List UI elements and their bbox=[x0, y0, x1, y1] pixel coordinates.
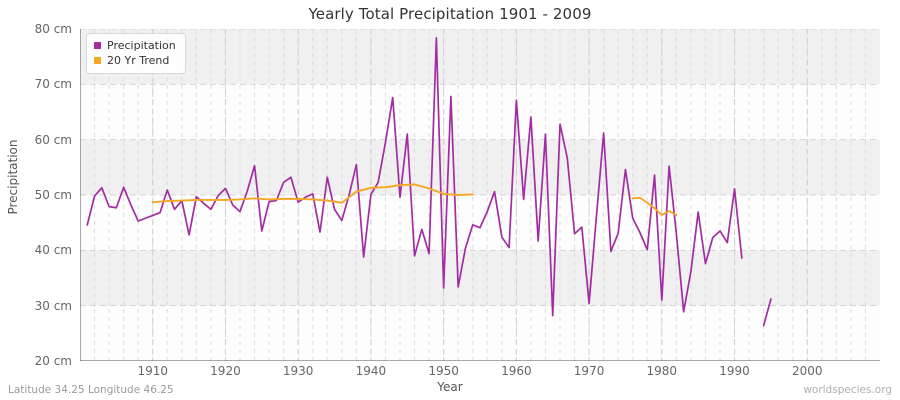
legend-item-precipitation[interactable]: Precipitation bbox=[94, 38, 176, 53]
legend-label-trend: 20 Yr Trend bbox=[107, 53, 170, 67]
y-tick-label: 20 cm bbox=[34, 354, 72, 368]
x-tick-label: 1960 bbox=[501, 364, 532, 378]
series-line-trend-1 bbox=[631, 196, 678, 216]
x-tick-label: 2000 bbox=[791, 364, 823, 378]
series-line-precipitation bbox=[86, 37, 743, 317]
chart-legend: Precipitation 20 Yr Trend bbox=[86, 33, 186, 74]
x-tick-label: 1990 bbox=[719, 364, 750, 378]
y-tick-label: 60 cm bbox=[34, 132, 72, 147]
coordinates-caption: Latitude 34.25 Longitude 46.25 bbox=[8, 384, 174, 396]
legend-swatch-precipitation bbox=[94, 42, 101, 49]
y-tick-label: 40 cm bbox=[34, 243, 72, 258]
legend-label-precipitation: Precipitation bbox=[107, 38, 176, 52]
x-axis-title: Year bbox=[437, 380, 463, 394]
plot-band bbox=[80, 250, 880, 306]
y-tick-label: 80 cm bbox=[34, 22, 72, 36]
y-tick-label: 70 cm bbox=[34, 77, 72, 92]
y-tick-label: 50 cm bbox=[34, 188, 72, 202]
y-tick-label: 30 cm bbox=[34, 298, 72, 313]
chart-canvas bbox=[80, 29, 880, 361]
page-title: Yearly Total Precipitation 1901 - 2009 bbox=[308, 5, 592, 23]
x-tick-label: 1920 bbox=[210, 364, 241, 378]
x-tick-label: 1940 bbox=[355, 364, 387, 378]
x-tick-label: 1970 bbox=[573, 364, 605, 378]
plot-band bbox=[80, 29, 880, 85]
x-tick-label: 1910 bbox=[137, 364, 168, 378]
legend-swatch-trend bbox=[94, 57, 101, 64]
source-watermark: worldspecies.org bbox=[803, 384, 892, 396]
plot-band bbox=[80, 139, 880, 195]
x-tick-label: 1930 bbox=[282, 364, 314, 378]
x-tick-label: 1950 bbox=[428, 364, 459, 378]
x-tick-label: 1980 bbox=[646, 364, 678, 378]
legend-item-trend[interactable]: 20 Yr Trend bbox=[94, 53, 176, 68]
plot-area bbox=[80, 29, 880, 361]
series-line-precipitation bbox=[762, 298, 772, 327]
series-line-trend-0 bbox=[151, 183, 474, 204]
